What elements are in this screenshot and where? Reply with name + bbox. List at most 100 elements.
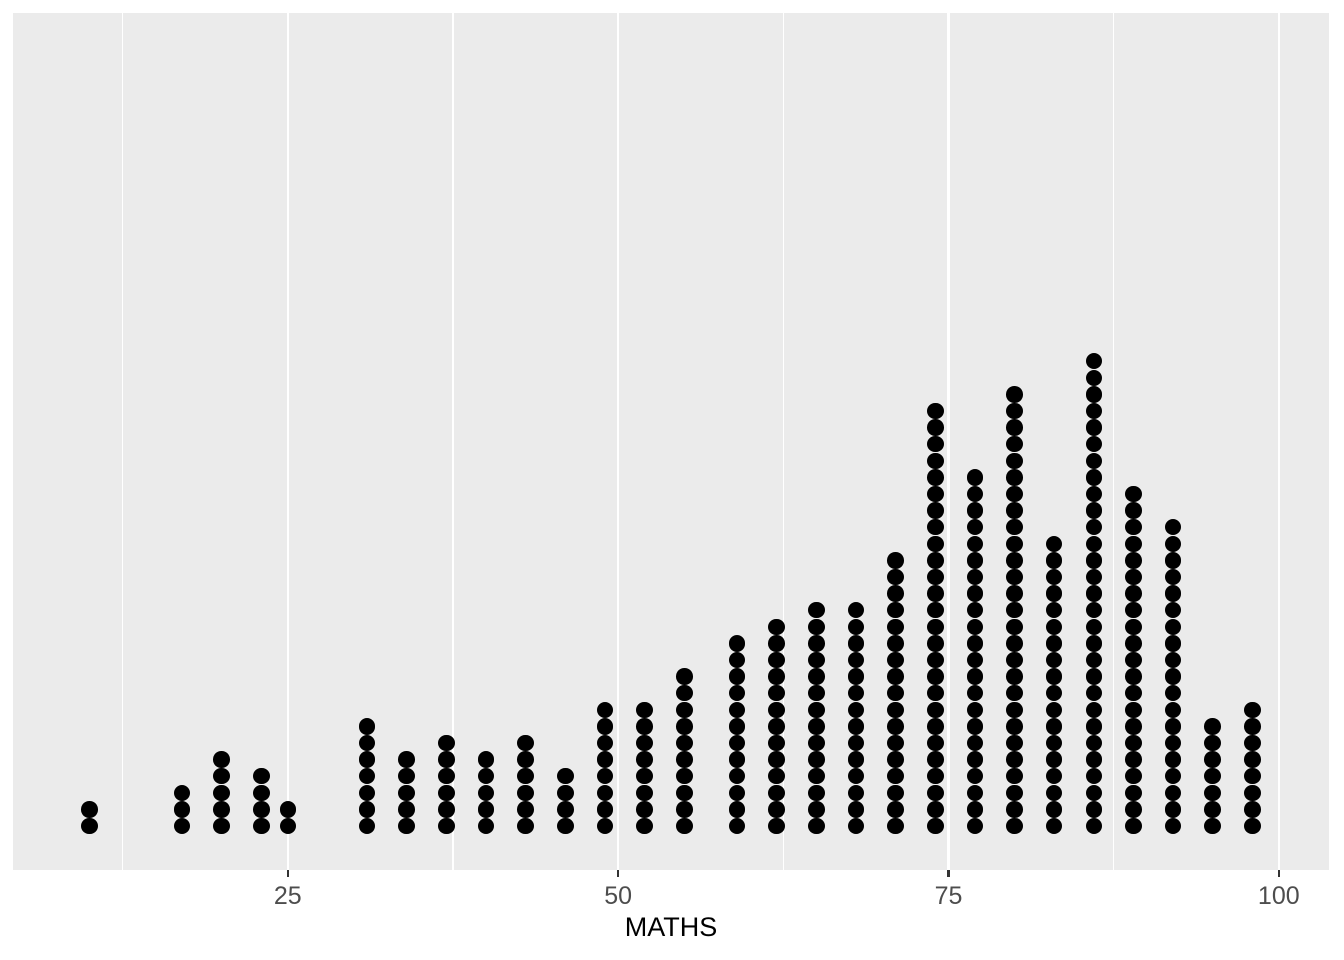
data-dot <box>1085 452 1103 470</box>
data-dot <box>887 817 904 835</box>
data-dot <box>1125 668 1142 685</box>
data-dot <box>1085 734 1103 752</box>
data-dot <box>728 718 746 735</box>
data-dot <box>728 701 746 719</box>
data-dot <box>1045 568 1063 586</box>
data-dot <box>1006 734 1023 752</box>
data-dot <box>808 618 825 636</box>
data-dot <box>728 684 746 702</box>
data-dot <box>675 801 693 818</box>
major-gridline <box>947 13 950 870</box>
data-dot <box>358 718 376 735</box>
data-dot <box>966 469 984 486</box>
x-axis-title: MATHS <box>624 912 718 942</box>
data-dot <box>966 518 984 536</box>
data-dot <box>1085 469 1103 486</box>
data-dot <box>1164 535 1182 553</box>
minor-gridline <box>122 13 124 870</box>
data-dot <box>966 552 984 569</box>
data-dot <box>1164 767 1182 785</box>
data-dot <box>1164 817 1182 835</box>
data-dot <box>926 801 944 818</box>
data-dot <box>768 684 785 702</box>
data-dot <box>1085 601 1103 619</box>
data-dot <box>636 767 653 785</box>
data-dot <box>556 767 574 785</box>
data-dot <box>926 419 944 436</box>
data-dot <box>1085 651 1103 669</box>
data-dot <box>438 767 455 785</box>
data-dot <box>1164 701 1182 719</box>
data-dot <box>253 817 270 835</box>
x-tick-mark <box>947 870 950 877</box>
data-dot <box>728 817 746 835</box>
data-dot <box>1006 801 1023 818</box>
data-dot <box>808 635 825 652</box>
data-dot <box>1125 485 1142 503</box>
data-dot <box>1045 801 1063 818</box>
data-dot <box>1164 668 1182 685</box>
data-dot <box>1045 767 1063 785</box>
data-dot <box>1164 552 1182 569</box>
plot-panel <box>13 13 1329 870</box>
data-dot <box>438 801 455 818</box>
data-dot <box>808 767 825 785</box>
data-dot <box>1125 784 1142 802</box>
data-dot <box>808 718 825 735</box>
data-dot <box>1244 734 1261 752</box>
data-dot <box>1006 402 1023 420</box>
data-dot <box>1006 469 1023 486</box>
data-dot <box>1006 635 1023 652</box>
data-dot <box>966 668 984 685</box>
data-dot <box>398 784 416 802</box>
data-dot <box>358 801 376 818</box>
data-dot <box>1125 502 1142 519</box>
data-dot <box>1204 817 1222 835</box>
data-dot <box>808 701 825 719</box>
data-dot <box>1164 784 1182 802</box>
data-dot <box>768 784 785 802</box>
data-dot <box>887 718 904 735</box>
data-dot <box>675 767 693 785</box>
data-dot <box>253 767 270 785</box>
data-dot <box>847 751 865 768</box>
data-dot <box>1125 684 1142 702</box>
data-dot <box>887 784 904 802</box>
data-dot <box>213 784 231 802</box>
major-gridline <box>286 13 290 870</box>
data-dot <box>1045 718 1063 735</box>
data-dot <box>808 668 825 685</box>
data-dot <box>398 801 416 818</box>
major-gridline <box>616 13 620 870</box>
data-dot <box>596 718 614 735</box>
data-dot <box>213 767 231 785</box>
data-dot <box>1164 518 1182 536</box>
data-dot <box>438 817 455 835</box>
data-dot <box>1125 552 1142 569</box>
data-dot <box>966 601 984 619</box>
data-dot <box>675 784 693 802</box>
data-dot <box>966 635 984 652</box>
data-dot <box>1164 618 1182 636</box>
data-dot <box>966 535 984 553</box>
data-dot <box>1006 518 1023 536</box>
data-dot <box>966 734 984 752</box>
data-dot <box>808 751 825 768</box>
data-dot <box>675 734 693 752</box>
data-dot <box>1006 701 1023 719</box>
data-dot <box>926 784 944 802</box>
data-dot <box>1244 801 1261 818</box>
data-dot <box>966 502 984 519</box>
data-dot <box>596 701 614 719</box>
data-dot <box>253 801 270 818</box>
data-dot <box>808 817 825 835</box>
data-dot <box>1006 552 1023 569</box>
data-dot <box>173 817 191 835</box>
data-dot <box>675 668 693 685</box>
data-dot <box>966 701 984 719</box>
data-dot <box>1045 734 1063 752</box>
data-dot <box>358 767 376 785</box>
minor-gridline <box>452 13 454 870</box>
data-dot <box>517 751 534 768</box>
data-dot <box>926 718 944 735</box>
